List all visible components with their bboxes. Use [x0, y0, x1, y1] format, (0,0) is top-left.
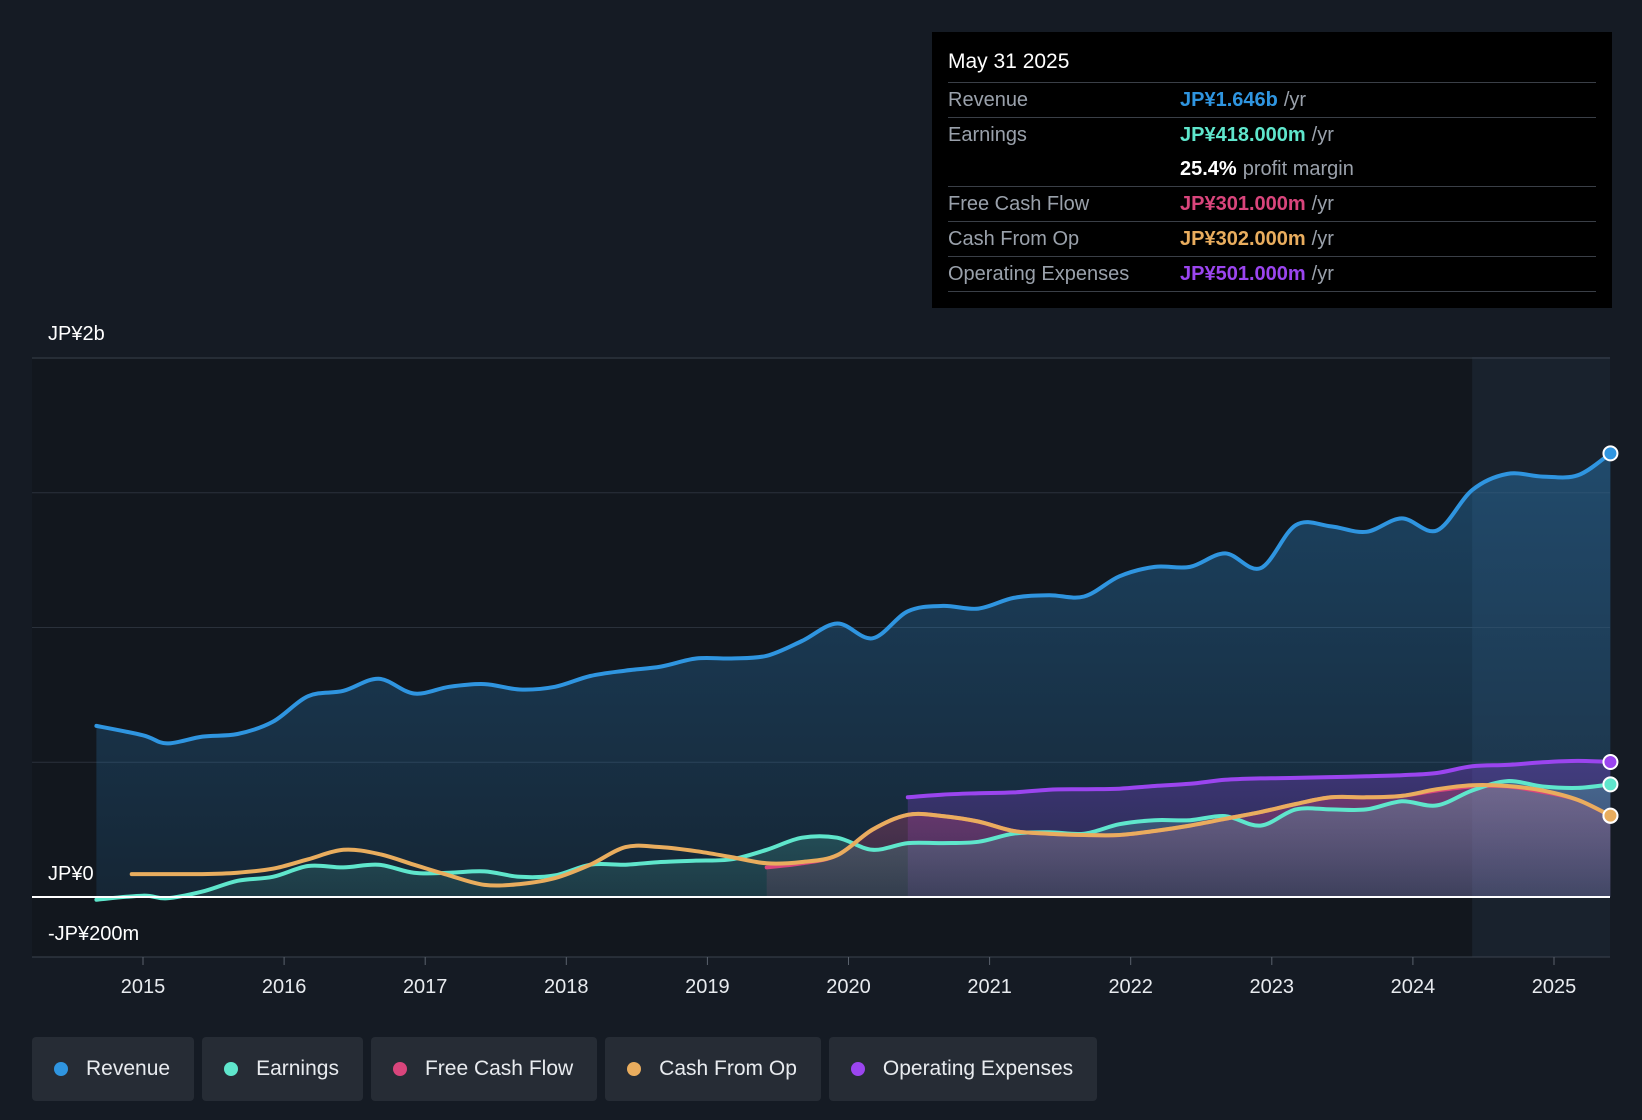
x-tick-label: 2018	[544, 976, 589, 998]
tooltip-unit: /yr	[1311, 263, 1334, 285]
x-tick-label: 2022	[1108, 976, 1153, 998]
tooltip-unit: /yr	[1311, 228, 1334, 250]
series-area-earnings	[96, 781, 1611, 900]
tooltip-label: Earnings	[948, 124, 1027, 146]
tooltip-label: Cash From Op	[948, 228, 1080, 250]
series-end-markers	[1602, 445, 1619, 824]
legend-label: Cash From Op	[659, 1057, 797, 1080]
series-end-point-revenue[interactable]	[1602, 445, 1619, 462]
tooltip-unit: /yr	[1311, 193, 1334, 215]
chart-legend: Revenue Earnings Free Cash Flow Cash Fro…	[32, 1037, 1098, 1101]
tooltip-row-earnings: Earnings JP¥418.000m /yr	[948, 118, 1596, 152]
series-end-point-cash-from-op[interactable]	[1602, 807, 1619, 824]
tooltip-row-operating-expenses: Operating Expenses JP¥501.000m /yr	[948, 257, 1596, 292]
series-line-revenue	[94, 451, 1613, 746]
legend-item-earnings[interactable]: Earnings	[202, 1037, 363, 1101]
tooltip-unit: /yr	[1283, 89, 1307, 111]
x-tick-label: 2016	[262, 976, 307, 998]
legend-dot-icon	[627, 1062, 642, 1076]
y-label-bottom: -JP¥200m	[48, 923, 139, 945]
tooltip-value: JP¥418.000m	[1180, 124, 1306, 146]
tooltip-label: Revenue	[948, 89, 1029, 111]
tooltip-value: JP¥501.000m	[1180, 263, 1306, 285]
x-tick-label: 2024	[1391, 976, 1436, 998]
y-label-zero: JP¥0	[48, 863, 94, 885]
tooltip-value: JP¥301.000m	[1180, 193, 1306, 215]
legend-label: Earnings	[256, 1057, 339, 1080]
series-line-operating-expenses	[905, 758, 1613, 800]
legend-item-free-cash-flow[interactable]: Free Cash Flow	[370, 1037, 598, 1101]
x-tick-label: 2025	[1532, 976, 1577, 998]
series-lines	[94, 451, 1613, 902]
x-tick-label: 2021	[967, 976, 1012, 998]
series-line-cash-from-op	[129, 782, 1613, 888]
tooltip-value: JP¥302.000m	[1180, 228, 1306, 250]
legend-item-revenue[interactable]: Revenue	[32, 1037, 195, 1101]
x-tick-label: 2015	[121, 976, 166, 998]
tooltip-row-cash-from-op: Cash From Op JP¥302.000m /yr	[948, 222, 1596, 257]
tooltip-date: May 31 2025	[948, 46, 1596, 83]
series-end-point-earnings[interactable]	[1602, 776, 1619, 793]
tooltip-label	[948, 152, 1180, 186]
tooltip-value: 25.4%	[1180, 158, 1237, 180]
y-label-top: JP¥2b	[48, 323, 105, 345]
legend-item-operating-expenses[interactable]: Operating Expenses	[828, 1037, 1098, 1101]
tooltip-unit: profit margin	[1242, 158, 1354, 180]
x-tick-label: 2023	[1250, 976, 1295, 998]
x-axis-ticks: 2015 2016 2017 2018 2019 2020 2021 2022 2023 2024…	[121, 957, 1577, 998]
tooltip-row-revenue: Revenue JP¥1.646b /yr	[948, 83, 1596, 118]
series-fills	[96, 453, 1611, 900]
legend-dot-icon	[224, 1062, 239, 1076]
legend-label: Revenue	[86, 1057, 171, 1080]
legend-dot-icon	[54, 1062, 68, 1076]
tooltip-label: Operating Expenses	[948, 263, 1130, 285]
x-tick-label: 2017	[403, 976, 448, 998]
tooltip-row-profit-margin: 25.4% profit margin	[948, 152, 1596, 187]
tooltip-row-free-cash-flow: Free Cash Flow JP¥301.000m /yr	[948, 187, 1596, 222]
legend-label: Operating Expenses	[882, 1057, 1074, 1080]
x-tick-label: 2020	[826, 976, 871, 998]
x-tick-label: 2019	[685, 976, 730, 998]
legend-label: Free Cash Flow	[424, 1057, 574, 1080]
legend-dot-icon	[392, 1062, 407, 1076]
tooltip-label: Free Cash Flow	[948, 193, 1090, 215]
tooltip-unit: /yr	[1311, 124, 1334, 146]
series-end-point-operating-expenses[interactable]	[1602, 753, 1619, 770]
legend-item-cash-from-op[interactable]: Cash From Op	[605, 1037, 821, 1101]
tooltip-value: JP¥1.646b	[1180, 89, 1278, 111]
legend-dot-icon	[850, 1062, 865, 1076]
data-tooltip: May 31 2025 Revenue JP¥1.646b /yr Earnin…	[932, 32, 1612, 308]
